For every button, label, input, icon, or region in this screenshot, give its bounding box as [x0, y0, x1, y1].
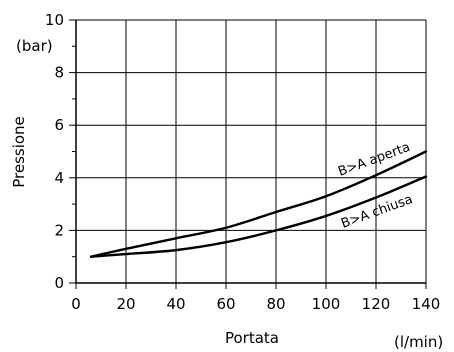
y-axis-label: Pressione: [10, 116, 28, 188]
x-tick-label: 140: [412, 295, 441, 313]
series-line-aperta: [89, 150, 428, 258]
x-tick-label: 40: [166, 295, 185, 313]
series-lines: [89, 150, 428, 258]
x-tick-label: 60: [216, 295, 235, 313]
grid: [76, 19, 427, 283]
series-line-chiusa: [89, 175, 428, 258]
y-axis-unit: (bar): [16, 37, 53, 55]
x-tick-label: 120: [362, 295, 391, 313]
y-tick-label: 2: [54, 221, 64, 239]
series-label-aperta: B>A aperta: [336, 140, 412, 180]
y-tick-label: 8: [54, 64, 64, 82]
y-tick-label: 10: [45, 11, 64, 29]
y-tick-label: 0: [54, 274, 64, 292]
y-tick-label: 6: [54, 116, 64, 134]
x-axis-label: Portata: [225, 329, 279, 347]
x-tick-label: 80: [266, 295, 285, 313]
y-tick-label: 4: [54, 169, 64, 187]
x-tick-label: 0: [71, 295, 81, 313]
x-axis-unit: (l/min): [394, 333, 443, 351]
x-tick-label: 20: [116, 295, 135, 313]
x-tick-label: 100: [312, 295, 341, 313]
